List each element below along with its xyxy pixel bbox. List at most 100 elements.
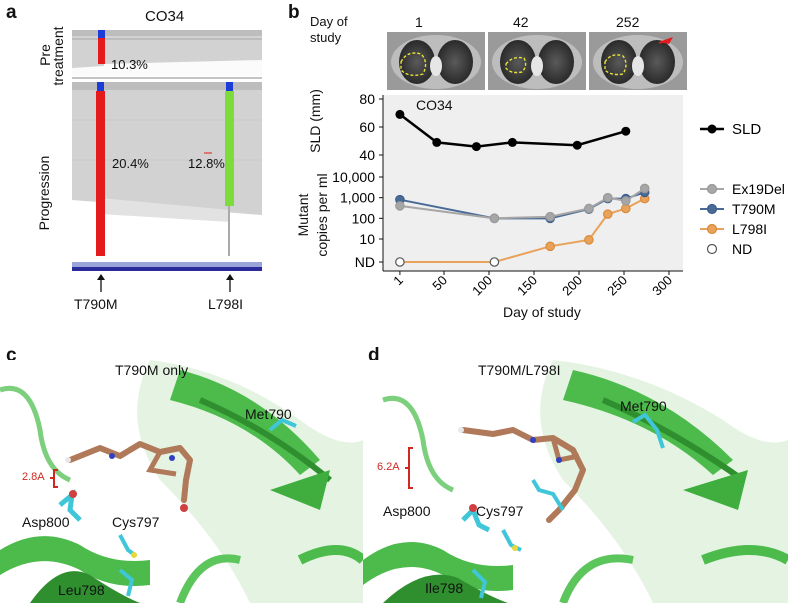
x-tick-label: 250 xyxy=(604,273,630,299)
pre-allele-cap xyxy=(98,30,105,38)
label-met790-c: Met790 xyxy=(245,406,292,422)
ct-scans xyxy=(387,32,687,90)
prog-vaf-label-l798i: 12.8% xyxy=(188,156,225,171)
distance-c: 2.8A xyxy=(22,471,45,483)
panel-label-c: c xyxy=(6,345,17,366)
mutation-label-l798i: L798I xyxy=(208,296,244,312)
mutant-marks xyxy=(395,183,650,267)
structure-d xyxy=(363,360,788,603)
title-d: T790M/L798I xyxy=(478,362,561,378)
label-asp800-d: Asp800 xyxy=(383,503,431,519)
legend-label-T790M: T790M xyxy=(732,201,776,217)
x-tick-label: 1 xyxy=(390,273,406,289)
residue-leu798-c xyxy=(118,568,135,597)
label-ile798-d: Ile798 xyxy=(425,580,464,596)
mutant-point-Ex19Del xyxy=(395,201,405,211)
sample-title: CO34 xyxy=(145,8,185,25)
legend-sld: SLD xyxy=(700,121,761,138)
reference-sequence-strip xyxy=(72,262,262,271)
residue-met790-c xyxy=(268,417,297,432)
mutant-y-tick-label: ND xyxy=(355,254,375,270)
ct-scan-day252 xyxy=(589,32,687,90)
panel-d: T790M/L798I 6.2A Met790 Asp800 Cys797 Il… xyxy=(363,360,788,603)
sld-chart-title: CO34 xyxy=(416,97,453,113)
sld-y-tick-label: 40 xyxy=(359,147,375,163)
prog-vaf-label-t790m: 20.4% xyxy=(112,156,149,171)
ct-scan-day42 xyxy=(488,32,586,90)
ct-scan-day1 xyxy=(387,32,485,90)
panel-a: CO34 Pre treatment Progression xyxy=(0,0,280,320)
x-tick-label: 300 xyxy=(649,273,675,299)
scan-day-252: 252 xyxy=(616,14,640,30)
residue-cys797-d xyxy=(501,529,522,552)
mutant-point-L798I xyxy=(602,209,613,219)
sld-point xyxy=(572,140,582,150)
residue-ile798-d xyxy=(471,568,488,599)
panel-label-a: a xyxy=(6,2,17,23)
prog-l798i-bar xyxy=(225,91,234,206)
sld-point xyxy=(507,137,517,147)
legend-label-Ex19Del: Ex19Del xyxy=(732,181,785,197)
prog-t790m-bar xyxy=(96,91,105,256)
sld-marks xyxy=(395,109,631,152)
scan-day-42: 42 xyxy=(513,14,529,30)
mutant-point-L798I xyxy=(489,257,500,267)
mutant-point-Ex19Del xyxy=(489,213,500,224)
residue-asp800-c xyxy=(58,488,82,522)
mutant-point-L798I xyxy=(584,235,594,245)
ligand-c xyxy=(65,441,193,512)
panel-label-b: b xyxy=(288,2,300,23)
mutant-point-L798I xyxy=(395,257,405,267)
prog-allele-cap-1 xyxy=(97,82,104,91)
pre-vaf-label: 10.3% xyxy=(111,57,148,72)
x-tick-label: 100 xyxy=(469,273,495,299)
legend-item-ND: ND xyxy=(706,241,752,257)
scan-header-line1: Day of xyxy=(310,14,348,29)
igv-view xyxy=(72,30,262,292)
sld-y-tick-label: 80 xyxy=(359,91,375,107)
distance-bracket-d xyxy=(405,447,413,489)
sld-point xyxy=(395,109,405,119)
label-cys797-c: Cys797 xyxy=(112,514,160,530)
residue-cys797-c xyxy=(118,534,138,558)
label-cys797-d: Cys797 xyxy=(476,503,524,519)
mutant-point-L798I xyxy=(545,241,555,252)
sld-point xyxy=(471,142,481,152)
mutant-y-tick-label: 1,000 xyxy=(340,190,375,206)
mutant-plot-bg xyxy=(383,171,683,271)
mutation-label-t790m: T790M xyxy=(74,296,118,312)
mutant-point-Ex19Del xyxy=(602,192,613,203)
legend-item-T790M: T790M xyxy=(700,201,776,217)
legend-marker-ND xyxy=(706,243,718,255)
scan-header-line2: study xyxy=(310,30,342,45)
pre-t790m-bar xyxy=(98,38,105,64)
prog-allele-cap-2 xyxy=(226,82,233,91)
x-tick-label: 50 xyxy=(429,273,450,294)
legends: SLD Ex19Del T790M L798I ND xyxy=(700,121,785,257)
mutant-y-tick-label: 10 xyxy=(359,231,375,247)
panel-b: Day of study 1 42 252 xyxy=(280,0,788,340)
xlabel: Day of study xyxy=(503,304,581,320)
panel-c: T790M only 2.8A Met790 Asp800 Cys797 Leu… xyxy=(0,360,363,603)
sld-point xyxy=(432,137,442,147)
arrow-t790m-icon xyxy=(97,274,105,292)
legend-label-L798I: L798I xyxy=(732,221,767,237)
residue-asp800-d xyxy=(461,504,491,533)
x-tick-label: 150 xyxy=(514,273,540,299)
residue-l798i-sidechain-d xyxy=(531,478,565,512)
distance-d: 6.2A xyxy=(377,461,400,473)
mutant-point-Ex19Del xyxy=(639,183,650,194)
sld-plot-bg xyxy=(383,95,683,171)
label-asp800-c: Asp800 xyxy=(22,514,70,530)
legend-sld-label: SLD xyxy=(732,121,761,138)
mutant-point-Ex19Del xyxy=(584,203,594,214)
ligand-d xyxy=(458,427,586,523)
legend-marker-Ex19Del xyxy=(706,183,718,195)
sld-series-line xyxy=(399,113,627,148)
sld-axis: 80 60 40 xyxy=(359,91,384,171)
x-tick-label: 200 xyxy=(559,273,585,299)
title-c: T790M only xyxy=(115,362,189,378)
legend-label-ND: ND xyxy=(732,241,752,257)
arrow-l798i-icon xyxy=(226,274,234,292)
